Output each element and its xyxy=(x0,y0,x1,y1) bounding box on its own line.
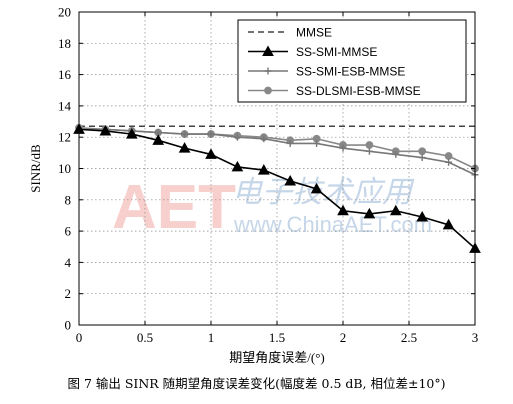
legend-marker xyxy=(264,86,272,95)
data-point xyxy=(178,142,191,153)
x-axis-ticks: 0 0.5 1 1.5 2 2.5 3 xyxy=(76,12,479,345)
y-tick-label: 18 xyxy=(58,36,71,51)
data-point xyxy=(444,152,453,160)
data-point xyxy=(363,207,376,219)
y-tick-label: 14 xyxy=(58,98,72,113)
watermark-logo: AET xyxy=(112,173,236,242)
y-tick-label: 0 xyxy=(65,318,72,333)
x-tick-label: 1 xyxy=(208,330,215,345)
legend-label: SS-SMI-ESB-MMSE xyxy=(296,65,405,79)
data-point xyxy=(286,139,294,147)
data-point xyxy=(233,133,241,141)
data-point xyxy=(231,160,244,172)
data-point xyxy=(284,174,297,186)
series-line xyxy=(78,128,476,249)
watermark-url: www.ChinaAET.com xyxy=(233,212,432,237)
sinr-chart: AET 电子技术应用 www.ChinaAET.com 0 0.5 1 1.5 2 2.5… xyxy=(28,5,481,365)
data-point xyxy=(207,130,215,138)
data-point xyxy=(257,164,270,175)
data-point xyxy=(99,124,112,136)
y-tick-label: 10 xyxy=(58,161,71,176)
legend-marker xyxy=(264,67,272,75)
series-layer xyxy=(73,123,481,253)
y-tick-label: 4 xyxy=(65,255,72,270)
x-tick-label: 2 xyxy=(340,330,347,345)
y-tick-label: 16 xyxy=(58,67,72,82)
data-point xyxy=(365,147,373,155)
data-point xyxy=(416,210,429,222)
x-tick-label: 3 xyxy=(472,330,479,345)
y-tick-label: 8 xyxy=(65,192,72,207)
legend-label: SS-SMI-MMSE xyxy=(296,45,377,59)
legend-label: MMSE xyxy=(296,26,332,40)
data-point xyxy=(392,150,400,158)
legend-marker xyxy=(262,45,274,56)
y-tick-label: 12 xyxy=(58,130,71,145)
series-line xyxy=(79,128,476,176)
watermark: AET 电子技术应用 www.ChinaAET.com xyxy=(112,173,432,242)
legend-label: SS-DLSMI-ESB-MMSE xyxy=(296,84,421,98)
x-tick-label: 2.5 xyxy=(401,330,417,345)
series-ss-smi-mmse xyxy=(73,123,481,253)
data-point xyxy=(389,204,402,216)
legend-item: SS-SMI-ESB-MMSE xyxy=(248,65,405,79)
y-tick-label: 6 xyxy=(65,224,72,239)
legend-item: SS-SMI-MMSE xyxy=(248,45,377,59)
data-point xyxy=(442,218,455,230)
x-tick-label: 1.5 xyxy=(269,330,285,345)
x-tick-label: 0 xyxy=(76,330,83,345)
data-point xyxy=(337,204,349,216)
data-point xyxy=(339,144,347,152)
data-point xyxy=(313,139,321,147)
y-tick-label: 20 xyxy=(58,5,71,20)
legend-item: SS-DLSMI-ESB-MMSE xyxy=(248,84,421,98)
y-axis-label: SINR/dB xyxy=(28,144,43,193)
data-point xyxy=(310,182,323,194)
x-axis-label: 期望角度误差/(°) xyxy=(229,350,324,365)
legend: MMSE SS-SMI-MMSE SS-SMI-ESB-MMSE SS-DLSMI-E… xyxy=(237,19,467,103)
data-point xyxy=(445,158,453,166)
data-point xyxy=(418,147,427,156)
watermark-chinese: 电子技术应用 xyxy=(232,175,415,210)
data-point xyxy=(260,135,268,143)
data-point xyxy=(205,148,217,159)
legend-box xyxy=(237,19,467,103)
y-axis-ticks: 0 2 4 6 8 10 12 14 16 18 20 xyxy=(58,5,475,333)
data-point xyxy=(365,141,374,149)
data-point xyxy=(125,128,138,139)
x-tick-label: 0.5 xyxy=(137,330,153,345)
data-point xyxy=(152,134,165,145)
figure-caption: 图 7 输出 SINR 随期望角度误差变化(幅度差 0.5 dB, 相位差±10… xyxy=(67,376,446,391)
legend-item: MMSE xyxy=(248,26,332,40)
y-tick-label: 2 xyxy=(65,286,72,301)
data-point xyxy=(181,130,189,138)
data-point xyxy=(418,154,426,162)
